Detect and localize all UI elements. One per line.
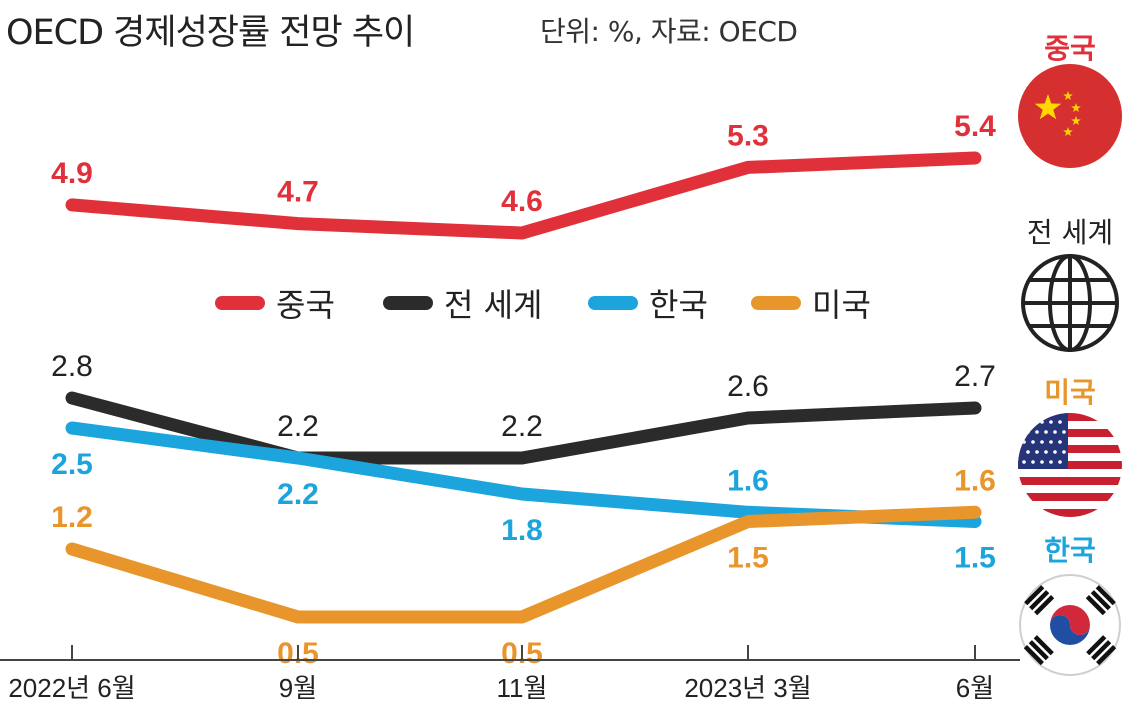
globe-icon [1021, 254, 1119, 352]
side-label-korea: 한국 [1044, 534, 1096, 567]
series-line-usa [65, 505, 982, 624]
data-label-world: 2.2 [501, 410, 543, 443]
data-label-korea: 1.8 [501, 514, 543, 547]
data-label-usa: 1.5 [727, 542, 769, 575]
chart-title: OECD 경제성장률 전망 추이 [6, 13, 415, 53]
data-label-usa: 1.6 [954, 464, 996, 497]
usa-flag-icon [1018, 413, 1122, 517]
side-label-usa: 미국 [1044, 376, 1096, 409]
x-tick-label: 2022년 6월 [8, 673, 135, 703]
data-label-china: 4.9 [51, 157, 93, 190]
data-label-korea: 2.5 [51, 448, 93, 481]
china-flag-icon [1018, 64, 1122, 168]
x-tick-label: 2023년 3월 [684, 673, 811, 703]
series-line-china [65, 151, 982, 240]
data-label-world: 2.8 [51, 350, 93, 383]
data-label-china: 5.4 [954, 110, 996, 143]
x-tick-label: 9월 [279, 673, 317, 703]
data-label-china: 5.3 [727, 119, 769, 152]
data-label-world: 2.7 [954, 360, 996, 393]
legend-label-usa: 미국 [812, 286, 871, 324]
data-label-world: 2.2 [277, 410, 319, 443]
data-label-china: 4.7 [277, 176, 319, 209]
korea-flag-icon [1019, 574, 1121, 676]
legend-label-world: 전 세계 [444, 286, 543, 324]
side-label-world: 전 세계 [1027, 216, 1113, 249]
legend-label-korea: 한국 [649, 286, 708, 324]
data-label-korea: 1.5 [954, 542, 996, 575]
data-label-korea: 1.6 [727, 464, 769, 497]
x-tick-label: 11월 [497, 673, 548, 703]
legend-label-china: 중국 [276, 286, 335, 324]
data-label-world: 2.6 [727, 370, 769, 403]
x-tick-label: 6월 [956, 673, 994, 703]
series-line-world [65, 391, 982, 465]
data-label-usa: 1.2 [51, 501, 93, 534]
data-label-china: 4.6 [501, 185, 543, 218]
unit-note: 단위: %, 자료: OECD [540, 15, 798, 48]
data-label-korea: 2.2 [277, 478, 319, 511]
side-label-china: 중국 [1044, 32, 1096, 65]
